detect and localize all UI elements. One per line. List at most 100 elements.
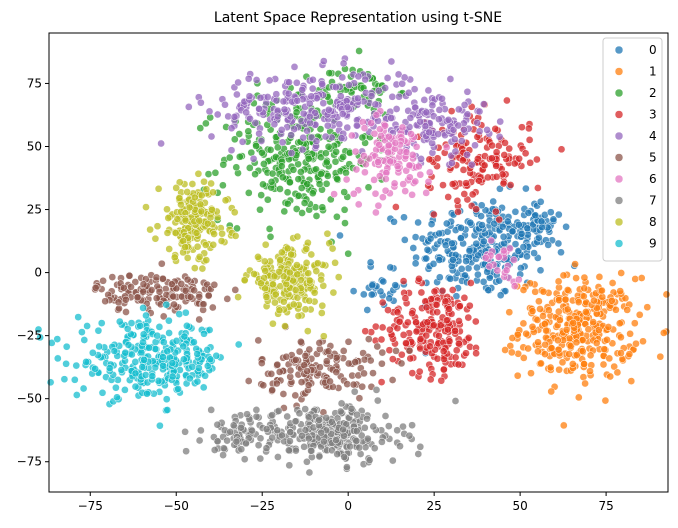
legend-marker <box>614 153 624 162</box>
data-point <box>244 189 253 197</box>
data-point <box>133 293 142 302</box>
data-point <box>286 437 294 445</box>
data-point <box>656 352 665 361</box>
data-point <box>383 74 392 82</box>
data-point <box>340 431 348 440</box>
data-point <box>519 319 528 328</box>
data-point <box>374 201 383 210</box>
data-point <box>272 379 281 388</box>
data-point <box>328 244 337 253</box>
data-point <box>115 317 124 326</box>
data-point <box>565 350 573 358</box>
y-tick-label: 75 <box>27 76 42 90</box>
data-point <box>411 177 420 186</box>
data-point <box>308 189 317 198</box>
data-point <box>252 76 261 84</box>
data-point <box>414 162 423 171</box>
data-point <box>343 463 351 471</box>
data-point <box>295 347 304 356</box>
data-point <box>128 350 136 359</box>
data-point <box>195 253 204 261</box>
legend-label: 5 <box>649 151 657 165</box>
data-point <box>181 286 190 295</box>
data-point <box>387 114 395 122</box>
data-point <box>429 260 438 268</box>
data-point <box>349 189 358 198</box>
data-point <box>439 181 447 189</box>
data-point <box>475 176 483 185</box>
data-point <box>519 354 528 362</box>
data-point <box>299 133 308 142</box>
data-point <box>382 175 390 183</box>
data-point <box>282 352 291 361</box>
data-point <box>131 278 140 286</box>
data-point <box>110 347 119 355</box>
data-point <box>547 344 556 352</box>
data-point <box>345 81 353 89</box>
data-point <box>455 339 463 348</box>
data-point <box>458 156 467 165</box>
data-point <box>53 354 62 363</box>
chart-title: Latent Space Representation using t-SNE <box>214 10 502 26</box>
data-point <box>142 203 150 211</box>
data-point <box>400 213 408 222</box>
data-point <box>374 158 382 166</box>
data-point <box>433 308 442 316</box>
data-point <box>301 305 310 314</box>
data-point <box>301 405 310 413</box>
data-point <box>307 446 315 455</box>
data-point <box>291 286 300 294</box>
data-point <box>265 76 274 85</box>
data-point <box>221 196 230 205</box>
data-point <box>91 283 100 292</box>
data-point <box>252 406 261 414</box>
data-point <box>354 94 362 103</box>
data-point <box>175 194 184 203</box>
data-point <box>207 132 216 141</box>
data-point <box>617 333 625 342</box>
data-point <box>339 153 347 161</box>
data-point <box>227 124 236 133</box>
data-point <box>563 305 572 314</box>
data-point <box>80 336 89 344</box>
data-point <box>119 284 128 292</box>
data-point <box>293 270 302 279</box>
data-point <box>563 286 572 294</box>
legend-label: 8 <box>649 215 657 229</box>
data-point <box>341 219 349 227</box>
data-point <box>200 329 208 338</box>
data-point <box>195 364 203 372</box>
data-point <box>384 422 393 430</box>
data-point <box>199 383 208 392</box>
data-point <box>212 351 221 360</box>
data-point <box>339 347 348 355</box>
data-point <box>305 99 314 108</box>
data-point <box>152 294 161 303</box>
data-point <box>151 338 160 346</box>
data-point <box>498 222 507 231</box>
data-point <box>435 115 443 124</box>
data-point <box>534 184 542 192</box>
data-point <box>522 329 531 338</box>
data-point <box>317 309 326 317</box>
data-point <box>360 152 368 160</box>
data-point <box>604 323 613 331</box>
data-point <box>601 396 610 405</box>
data-point <box>448 180 457 188</box>
data-point <box>453 196 462 205</box>
data-point <box>505 308 514 317</box>
data-point <box>159 361 167 370</box>
data-point <box>182 447 190 456</box>
data-point <box>526 158 535 167</box>
data-point <box>293 261 301 269</box>
data-point <box>183 275 192 284</box>
data-point <box>105 364 114 372</box>
data-point <box>318 203 327 212</box>
data-point <box>378 359 386 368</box>
data-point <box>471 141 479 150</box>
data-point <box>534 338 542 347</box>
legend-label: 1 <box>649 65 657 79</box>
data-point <box>349 287 358 295</box>
data-point <box>539 287 548 296</box>
data-point <box>204 170 213 178</box>
